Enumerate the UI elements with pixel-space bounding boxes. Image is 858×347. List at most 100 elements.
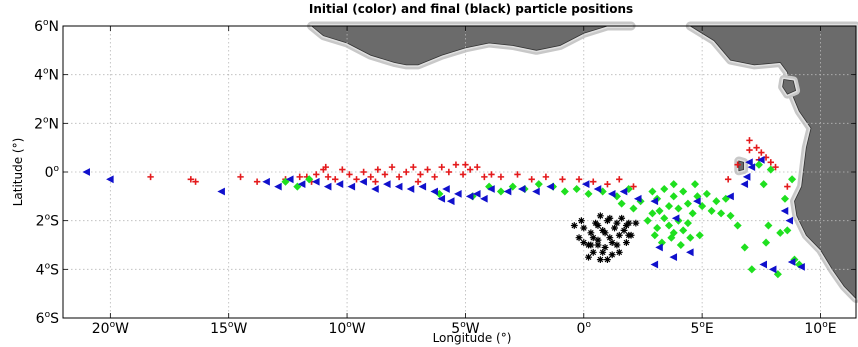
y-axis: 6oN 4oN 2oN 0o 2oS 4oS 6oS [34,18,856,327]
particle-marker [383,180,391,189]
particle-marker [430,187,438,196]
chart-title: Initial (color) and final (black) partic… [309,2,633,16]
particle-marker [414,178,422,185]
particle-marker [783,226,792,235]
particle-marker [274,182,282,191]
particle-marker [335,180,344,189]
particle-marker [733,221,742,230]
particle-marker [312,177,320,186]
land-island-bioko [778,75,801,99]
particle-marker [82,168,90,176]
particle-marker [514,171,521,178]
particle-marker [462,161,469,168]
particle-marker [253,178,261,185]
particle-marker [599,248,607,256]
tick-label: 5oE [690,320,713,337]
particle-marker [585,253,592,261]
particle-marker [643,216,652,225]
particle-marker [795,260,804,269]
particle-marker [724,176,732,183]
particle-marker [653,223,662,232]
particle-marker [332,176,339,183]
particle-marker [480,194,488,203]
particle-marker [618,214,626,222]
particle-marker [322,163,329,171]
particle-marker [437,194,446,203]
particle-marker [488,171,495,178]
particle-marker [575,234,583,242]
particle-marker [313,171,320,178]
particle-marker [669,180,678,189]
particle-marker [381,171,389,178]
particle-marker [674,204,683,213]
particle-marker [622,239,630,246]
particle-marker [485,182,494,191]
particle-marker [546,182,554,191]
particle-marker [359,177,367,186]
particle-marker [285,175,294,184]
particle-marker [297,180,306,189]
particle-marker [615,248,623,256]
particle-marker [608,251,616,259]
particle-marker [371,185,379,193]
coast-island-sao-tome [738,160,744,172]
particle-marker [616,176,623,183]
particle-marker [594,236,602,244]
particle-marker [608,239,616,246]
particle-marker [754,160,763,169]
particle-marker [367,173,374,181]
particle-marker [347,182,356,191]
particle-marker [650,260,659,269]
particle-marker [452,161,460,168]
particle-marker [650,231,659,240]
particle-marker [712,197,721,206]
particle-marker [572,185,581,194]
particle-marker [604,217,611,225]
particle-marker [187,176,195,183]
coast-island-bioko [782,79,797,95]
particle-marker [780,194,790,203]
particle-marker [587,241,595,249]
particle-marker [772,163,779,171]
particle-marker [633,194,642,203]
particle-marker [372,178,379,185]
particle-marker [346,171,353,178]
particle-marker [648,187,657,196]
particle-marker [587,229,595,237]
particle-marker [192,178,199,185]
particle-marker [532,187,540,196]
tick-label: 10oE [804,320,836,337]
coast-east-africa-coast [688,25,857,300]
particle-marker [296,173,303,181]
particle-marker [570,222,578,229]
particle-marker [360,168,367,176]
series-black [570,212,640,263]
particle-marker [747,265,756,274]
particle-marker [660,214,669,223]
particle-marker [686,248,694,257]
particle-marker [762,238,771,247]
particle-marker [753,144,760,151]
land-east-africa-coast [685,21,858,303]
particle-marker [787,258,796,266]
particle-marker [780,207,789,215]
particle-marker [217,187,225,196]
particle-marker [688,209,697,218]
particle-marker [497,173,505,181]
particle-marker [660,185,669,194]
particle-marker [619,187,628,196]
tick-label: 15oW [210,320,247,337]
particle-marker [406,185,415,193]
particle-marker [683,219,692,228]
particle-marker [324,173,332,181]
particle-marker [394,182,403,191]
particle-marker [604,180,611,188]
particle-marker [746,146,753,154]
particle-marker [611,224,618,232]
particle-marker [601,244,609,251]
particle-marker [517,185,526,193]
particle-marker [664,202,674,211]
particle-marker [667,233,676,242]
particle-marker [445,168,453,176]
series-green [281,160,804,279]
